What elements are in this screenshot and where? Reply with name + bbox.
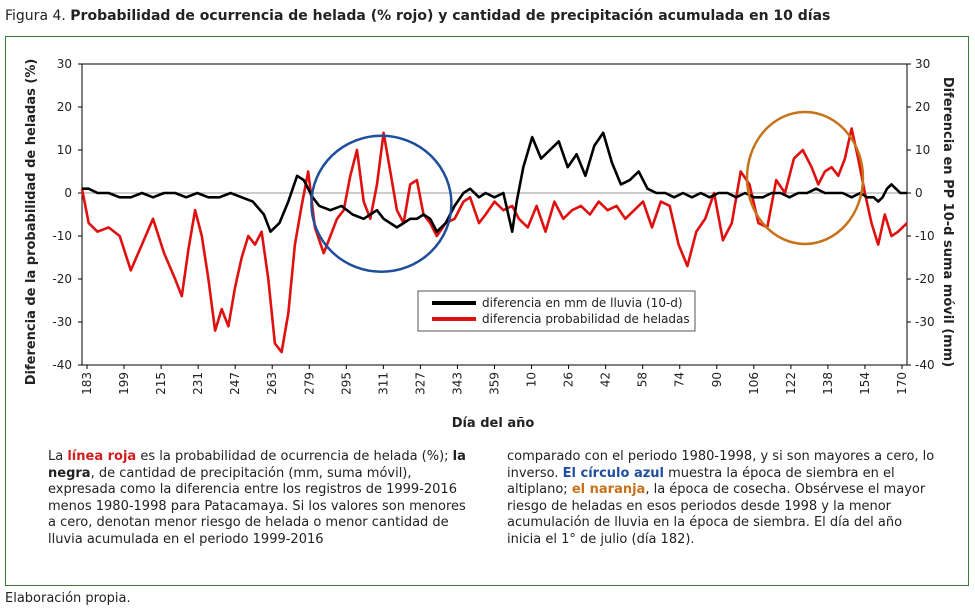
y-axis-label-left: Diferencia de la probabilidad de heladas… (24, 59, 39, 386)
x-tick-label: 199 (117, 372, 131, 395)
harvest-season-circle (745, 110, 865, 246)
y-tick-label-left: -20 (52, 272, 72, 286)
x-tick-label: 327 (413, 372, 427, 395)
figure-label: Figura 4. (5, 8, 66, 24)
series-frost-probability-line (80, 127, 908, 354)
x-tick-label: 295 (339, 372, 353, 395)
legend: diferencia en mm de lluvia (10-d) diferen… (417, 290, 696, 332)
y-tick-label-left: 0 (64, 186, 72, 200)
x-tick-label: 26 (562, 372, 576, 387)
series-rain-difference-line (82, 131, 907, 233)
y-tick-label-left: 20 (57, 100, 72, 114)
circle-layer (310, 110, 865, 273)
y-axis-left: 30 20 10 0 -10 -20 -30 -40 (52, 57, 82, 372)
series-layer (80, 127, 908, 354)
caption-text: es la probabilidad de ocurrencia de hela… (136, 449, 453, 464)
caption-text: comparado con el periodo 1980-1998, y si… (507, 449, 935, 481)
x-tick-label: 154 (858, 372, 872, 395)
y-tick-label-right: -40 (915, 358, 935, 372)
caption-right: comparado con el periodo 1980-1998, y si… (507, 449, 939, 548)
x-tick-label: 10 (525, 372, 539, 387)
legend-label: diferencia en mm de lluvia (10-d) (482, 296, 683, 310)
x-tick-label: 343 (450, 372, 464, 395)
caption-text: , la época de cosecha. Obsérvese el mayo… (507, 482, 926, 547)
caption-left: La línea roja es la probabilidad de ocur… (48, 449, 472, 548)
caption-blue-circle: El círculo azul (562, 465, 665, 481)
y-tick-label-left: -30 (52, 315, 72, 329)
figure-title: Figura 4. Probabilidad de ocurrencia de … (5, 8, 830, 24)
legend-label: diferencia probabilidad de heladas (482, 312, 690, 326)
legend-box (417, 290, 696, 332)
x-tick-label: 215 (154, 372, 168, 395)
x-tick-label: 122 (784, 372, 798, 395)
sowing-season-circle (310, 134, 453, 273)
caption-red-line: línea roja (67, 449, 137, 464)
x-tick-label: 42 (599, 372, 613, 387)
y-tick-label-right: 0 (915, 186, 923, 200)
x-tick-label: 183 (80, 372, 94, 395)
caption-orange-circle: el naranja (571, 482, 646, 497)
y-tick-label-left: -40 (52, 358, 72, 372)
source-note: Elaboración propia. (5, 591, 131, 606)
caption-black-line: la negra (48, 449, 466, 481)
y-tick-label-left: 30 (57, 57, 72, 71)
x-tick-label: 106 (747, 372, 761, 395)
x-tick-label: 170 (895, 372, 909, 395)
x-tick-label: 247 (228, 372, 242, 395)
x-tick-label: 58 (636, 372, 650, 387)
y-axis-right: 30 20 10 0 -10 -20 -30 -40 (907, 57, 935, 372)
x-tick-label: 74 (673, 372, 687, 387)
x-tick-label: 138 (821, 372, 835, 395)
y-tick-label-left: 10 (57, 143, 72, 157)
x-axis: 183 199 215 231 247 263 279 295 311 327 343 359 10 26… (80, 365, 909, 395)
y-tick-label-right: 10 (915, 143, 930, 157)
x-tick-label: 90 (710, 372, 724, 387)
x-tick-label: 359 (488, 372, 502, 395)
y-tick-label-right: -30 (915, 315, 935, 329)
figure-title-text: Probabilidad de ocurrencia de helada (% … (70, 8, 831, 24)
figure-frame (5, 36, 969, 586)
x-tick-label: 231 (191, 372, 205, 395)
y-tick-label-right: 20 (915, 100, 930, 114)
x-tick-label: 311 (376, 372, 390, 395)
y-tick-label-left: -10 (52, 229, 72, 243)
x-tick-label: 263 (265, 372, 279, 395)
x-axis-label: Día del año (452, 416, 535, 431)
caption-text: La (48, 449, 68, 464)
caption-text: , de cantidad de precipitación (mm, suma… (48, 465, 466, 547)
y-tick-label-right: -20 (915, 272, 935, 286)
y-tick-label-right: -10 (915, 229, 935, 243)
y-axis-label-right: Diferencia en PP 10-d suma móvil (mm) (940, 77, 955, 367)
x-tick-label: 279 (302, 372, 316, 395)
y-tick-label-right: 30 (915, 57, 930, 71)
caption-text: muestra la época de siembra en el altipl… (507, 465, 895, 498)
